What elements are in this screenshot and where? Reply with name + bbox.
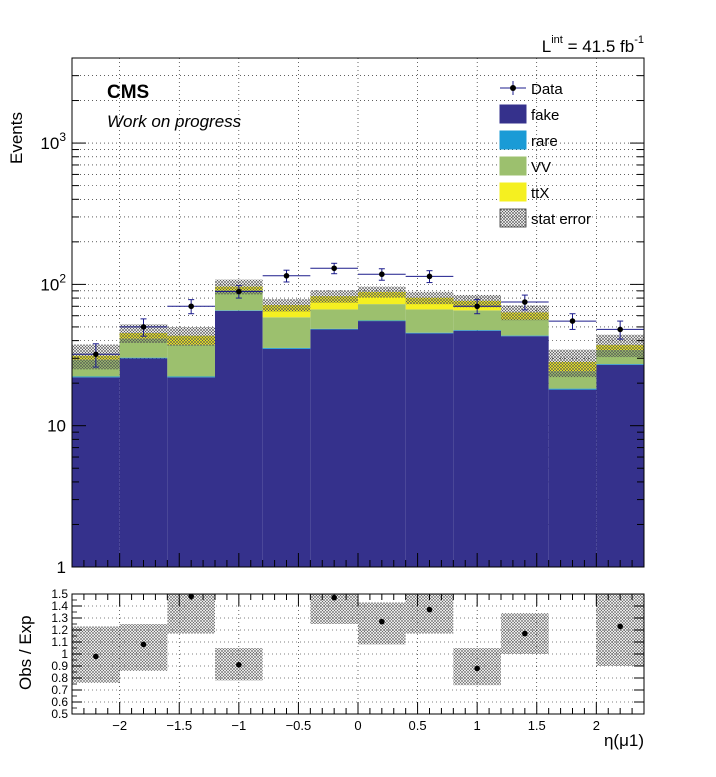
legend-item-vv: VV (500, 157, 551, 176)
x-axis-label: η(μ1) (604, 731, 644, 750)
bar-rare-5 (310, 329, 358, 330)
bar-rare-7 (406, 333, 454, 334)
ratio-point-8 (474, 666, 480, 672)
legend-item-data: Data (500, 81, 563, 98)
x-tick-label: 0.5 (409, 718, 427, 733)
ratio-point-0 (93, 654, 99, 660)
data-point-7 (406, 271, 454, 283)
bar-fake-4 (263, 349, 311, 567)
bar-rare-0 (72, 376, 120, 377)
bar-vv-6 (358, 304, 406, 320)
ratio-point-3 (236, 662, 242, 668)
bar-rare-6 (358, 321, 406, 322)
bar-rare-11 (596, 364, 644, 365)
bar-vv-4 (263, 317, 311, 348)
ratio-point-9 (522, 631, 528, 637)
bar-fake-2 (167, 377, 215, 567)
svg-text:stat error: stat error (531, 211, 591, 228)
bar-vv-7 (406, 309, 454, 332)
data-point-2 (167, 300, 215, 314)
stat-error-7 (406, 292, 454, 304)
lumi-label: Lint = 41.5 fb-1 (542, 34, 644, 56)
bar-fake-0 (72, 377, 120, 567)
ratio-y-tick-label: 0.9 (51, 659, 68, 673)
data-point-4 (263, 270, 311, 282)
legend: Data fake rare VV ttX stat error (500, 81, 591, 228)
bar-vv-2 (167, 345, 215, 377)
cms-label: CMS (107, 82, 149, 103)
ratio-point-7 (427, 607, 433, 613)
ratio-y-tick-label: 1.3 (51, 611, 68, 625)
bar-fake-11 (596, 365, 644, 567)
ratio-point-6 (379, 619, 385, 625)
ratio-band-1 (120, 624, 168, 671)
svg-text:fake: fake (531, 107, 559, 124)
x-tick-label: 2 (593, 718, 600, 733)
y-tick-label: 102 (40, 271, 66, 294)
ratio-y-tick-label: 1.4 (51, 599, 68, 613)
y-tick-label: 103 (40, 130, 66, 153)
bar-vv-9 (501, 320, 549, 336)
bar-fake-5 (310, 329, 358, 567)
bar-fake-3 (215, 311, 263, 567)
ratio-y-tick-label: 0.7 (51, 683, 68, 697)
bar-fake-7 (406, 333, 454, 567)
ratio-y-tick-label: 1.1 (51, 635, 68, 649)
legend-item-rare: rare (500, 131, 558, 150)
bar-fake-8 (453, 331, 501, 567)
y-axis-label: Events (7, 112, 26, 164)
data-point-10 (549, 314, 597, 330)
x-tick-label: −1 (231, 718, 246, 733)
ratio-y-tick-label: 1.5 (51, 587, 68, 601)
bar-fake-6 (358, 321, 406, 567)
stat-error-2 (167, 327, 215, 346)
ratio-y-axis-label: Obs / Exp (16, 615, 35, 690)
ratio-error-band (72, 594, 644, 685)
bar-fake-9 (501, 336, 549, 567)
ratio-y-tick-label: 0.6 (51, 695, 68, 709)
x-tick-label: 1.5 (528, 718, 546, 733)
x-tick-label: −0.5 (286, 718, 312, 733)
stat-error-6 (358, 287, 406, 298)
legend-item-fake: fake (500, 105, 559, 124)
ratio-y-tick-label: 1.2 (51, 623, 68, 637)
bar-fake-1 (120, 358, 168, 567)
legend-item-stat-error: stat error (500, 209, 591, 228)
legend-item-ttx: ttX (500, 183, 549, 202)
y-tick-label: 1 (57, 558, 66, 577)
data-point-6 (358, 269, 406, 280)
ratio-y-tick-label: 0.5 (51, 707, 68, 721)
x-tick-label: −1.5 (166, 718, 192, 733)
ratio-y-tick-label: 1 (61, 647, 68, 661)
svg-text:VV: VV (531, 159, 551, 176)
bar-rare-4 (263, 348, 311, 349)
bar-rare-9 (501, 336, 549, 337)
stat-error-10 (549, 350, 597, 377)
ratio-point-1 (141, 642, 147, 648)
bar-fake-10 (549, 390, 597, 567)
svg-text:ttX: ttX (531, 185, 549, 202)
svg-text:rare: rare (531, 133, 558, 150)
y-tick-label: 10 (47, 417, 66, 436)
bar-rare-1 (120, 358, 168, 359)
bar-rare-8 (453, 330, 501, 331)
svg-text:Data: Data (531, 81, 563, 98)
stat-error-5 (310, 290, 358, 302)
ratio-point-11 (617, 624, 623, 630)
bar-rare-2 (167, 376, 215, 377)
data-point-5 (310, 263, 358, 273)
x-tick-label: 0 (354, 718, 361, 733)
x-tick-label: −2 (112, 718, 127, 733)
bar-vv-5 (310, 309, 358, 328)
ratio-y-tick-label: 0.8 (51, 671, 68, 685)
bar-rare-10 (549, 389, 597, 390)
subtitle-label: Work on progress (107, 112, 242, 131)
stat-error-4 (263, 299, 311, 311)
x-tick-label: 1 (474, 718, 481, 733)
